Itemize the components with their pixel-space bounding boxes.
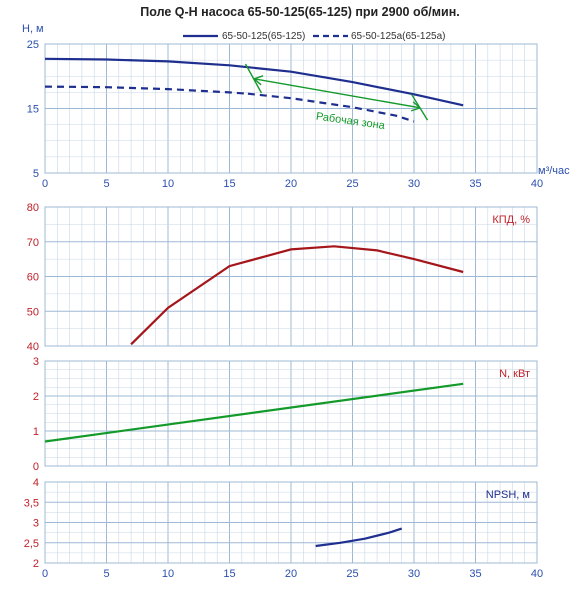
x-tick-label: 5 bbox=[103, 178, 109, 190]
x-tick-label: 0 bbox=[42, 568, 48, 580]
working-zone-label: Рабочая зона bbox=[315, 111, 386, 133]
y-tick-label: 50 bbox=[27, 306, 39, 318]
y-tick-label: 40 bbox=[27, 341, 39, 353]
working-zone: Рабочая зона bbox=[244, 63, 429, 133]
x-tick-label: 10 bbox=[162, 178, 174, 190]
series-line-power bbox=[44, 382, 464, 443]
x-tick-label: 40 bbox=[531, 568, 543, 580]
zone-left-line bbox=[244, 63, 263, 94]
panel-frame bbox=[44, 43, 538, 174]
y-tick-label: 60 bbox=[27, 272, 39, 284]
panel-npsh: 22,533,540 5 10 15 20 25 30 35 40 bbox=[24, 477, 543, 580]
x-tick-label: 20 bbox=[285, 568, 297, 580]
x-tick-label: 25 bbox=[346, 178, 358, 190]
panel-frame bbox=[44, 360, 538, 467]
zone-arrowhead-left bbox=[253, 75, 264, 86]
x-tick-label: 30 bbox=[408, 568, 420, 580]
y-tick-label: 70 bbox=[27, 237, 39, 249]
y-tick-label: 2 bbox=[33, 558, 39, 570]
y-tick-label: 0 bbox=[33, 461, 39, 473]
x-tick-label: 5 bbox=[103, 568, 109, 580]
zone-arrow-line bbox=[253, 78, 421, 109]
y-tick-label: 3 bbox=[33, 518, 39, 530]
power-axis-label: N, кВт bbox=[499, 368, 530, 380]
panel-eff: 40 50 60 70 80 bbox=[27, 202, 538, 353]
y-tick-label: 80 bbox=[27, 202, 39, 214]
zone-arrowhead-right bbox=[410, 101, 421, 112]
series-line-qh bbox=[247, 92, 415, 123]
legend-label-solid: 65-50-125(65-125) bbox=[222, 31, 306, 42]
npsh-axis-label: NPSH, м bbox=[486, 489, 530, 501]
y-tick-label: 15 bbox=[27, 104, 39, 116]
y-tick-label: 4 bbox=[33, 477, 39, 489]
y-tick-label: 25 bbox=[27, 39, 39, 51]
y-tick-label: 2 bbox=[33, 391, 39, 403]
x-tick-label: 15 bbox=[223, 178, 235, 190]
x-tick-label: 15 bbox=[223, 568, 235, 580]
series-line-qh bbox=[44, 85, 248, 95]
x-tick-label: 30 bbox=[408, 178, 420, 190]
series-line-qh bbox=[44, 57, 464, 107]
y-tick-label: 3 bbox=[33, 356, 39, 368]
y-axis-label: H, м bbox=[22, 23, 44, 35]
x-tick-label: 10 bbox=[162, 568, 174, 580]
series-line-npsh bbox=[315, 527, 403, 548]
y-tick-label: 1 bbox=[33, 426, 39, 438]
x-tick-label: 35 bbox=[469, 568, 481, 580]
x-axis-label: м³/час bbox=[538, 165, 570, 177]
y-tick-label: 5 bbox=[33, 168, 39, 180]
efficiency-axis-label: КПД, % bbox=[492, 214, 530, 226]
panel-frame bbox=[44, 206, 538, 347]
x-tick-label: 20 bbox=[285, 178, 297, 190]
y-tick-label: 3,5 bbox=[24, 497, 39, 509]
legend-label-dashed: 65-50-125а(65-125а) bbox=[351, 31, 446, 42]
series-line-efficiency bbox=[130, 245, 464, 346]
x-tick-label: 0 bbox=[42, 178, 48, 190]
panel-power: 0 1 2 3 bbox=[33, 356, 538, 473]
x-tick-label: 35 bbox=[469, 178, 481, 190]
panel-frame bbox=[44, 481, 538, 564]
chart-title: Поле Q-H насоса 65-50-125(65-125) при 29… bbox=[140, 5, 460, 19]
x-tick-label: 40 bbox=[531, 178, 543, 190]
y-tick-label: 2,5 bbox=[24, 538, 39, 550]
x-tick-label: 25 bbox=[346, 568, 358, 580]
